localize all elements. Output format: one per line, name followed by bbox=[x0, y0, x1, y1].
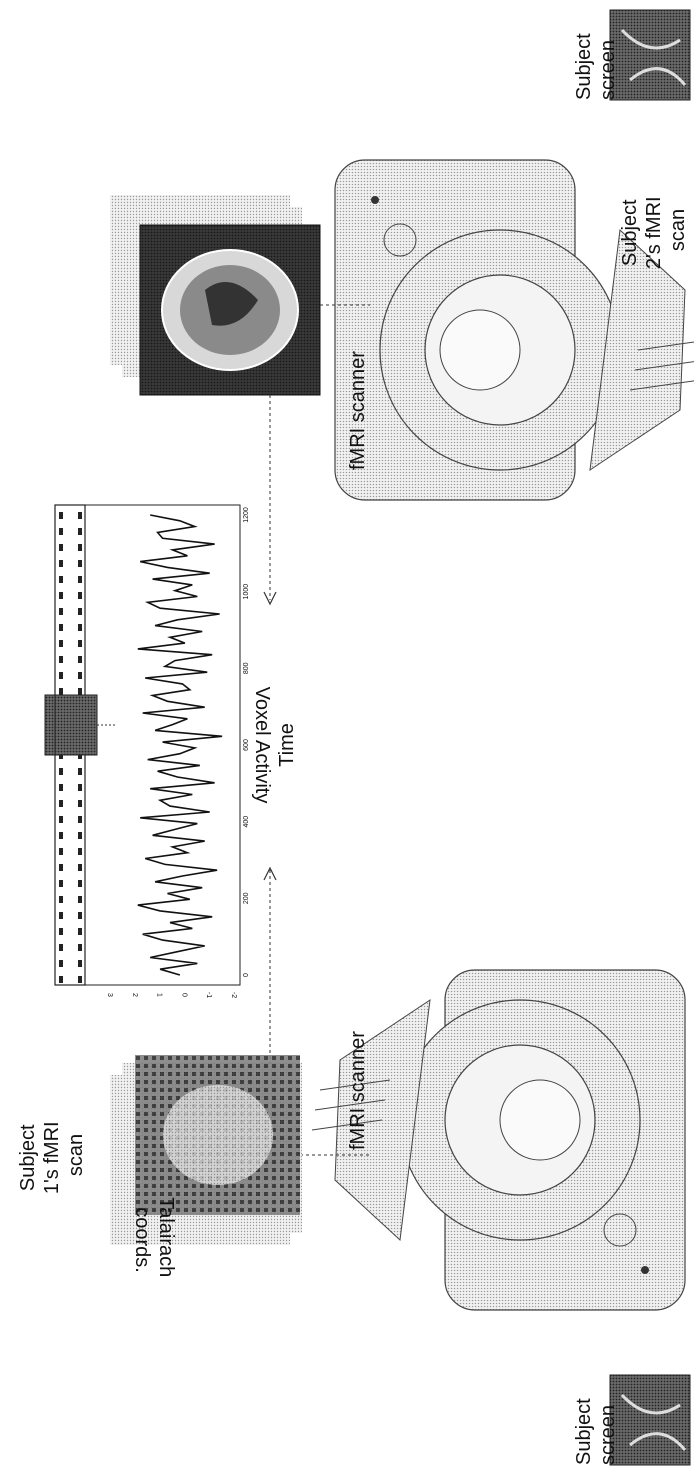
film-hole bbox=[59, 576, 63, 583]
talairach-label: Talairach coords. bbox=[131, 1197, 177, 1283]
film-hole bbox=[59, 800, 63, 807]
subject-screen-bottom-label: Subject screen bbox=[573, 1393, 619, 1465]
mri-scanner-icon bbox=[311, 969, 686, 1311]
film-hole bbox=[59, 544, 63, 551]
film-hole bbox=[78, 688, 82, 695]
subject2-scan: Subject 2's fMRI scan bbox=[110, 191, 689, 396]
scanner-top-group bbox=[334, 159, 694, 501]
fmri-scanner-top-label: fMRI scanner bbox=[347, 351, 369, 470]
film-hole bbox=[59, 960, 63, 967]
subject-screen-top-label: Subject screen bbox=[573, 28, 619, 100]
film-hole bbox=[78, 912, 82, 919]
film-hole bbox=[59, 672, 63, 679]
x-tick-label: 800 bbox=[243, 662, 250, 674]
film-hole bbox=[78, 592, 82, 599]
film-hole bbox=[59, 896, 63, 903]
film-hole bbox=[78, 944, 82, 951]
film-hole bbox=[59, 880, 63, 887]
x-tick-label: 0 bbox=[243, 973, 250, 977]
film-hole bbox=[78, 848, 82, 855]
frame-thumbnail bbox=[44, 694, 98, 756]
film-hole bbox=[59, 768, 63, 775]
film-hole bbox=[78, 544, 82, 551]
subject-screen-icon bbox=[609, 1374, 691, 1466]
film-hole bbox=[78, 800, 82, 807]
film-hole bbox=[59, 528, 63, 535]
x-tick-label: 200 bbox=[243, 892, 250, 904]
film-hole bbox=[78, 560, 82, 567]
y-tick-label: -1 bbox=[205, 992, 212, 998]
film-hole bbox=[78, 832, 82, 839]
plot-frame bbox=[54, 504, 241, 986]
film-hole bbox=[59, 928, 63, 935]
film-hole bbox=[78, 608, 82, 615]
film-hole bbox=[78, 960, 82, 967]
film-hole bbox=[78, 784, 82, 791]
film-hole bbox=[78, 576, 82, 583]
film-hole bbox=[59, 608, 63, 615]
film-hole bbox=[59, 912, 63, 919]
film-hole bbox=[78, 672, 82, 679]
film-hole bbox=[59, 816, 63, 823]
subject-screen-top: Subject screen bbox=[573, 9, 691, 101]
y-tick-label: 1 bbox=[156, 993, 163, 997]
time-label: Time bbox=[276, 723, 298, 767]
film-hole bbox=[59, 832, 63, 839]
film-hole bbox=[59, 592, 63, 599]
fmri-scanner-bottom-label: fMRI scanner bbox=[347, 1031, 369, 1150]
film-hole bbox=[78, 976, 82, 983]
x-tick-label: 400 bbox=[243, 816, 250, 828]
film-hole bbox=[59, 848, 63, 855]
y-tick-label: -2 bbox=[230, 992, 237, 998]
y-tick-label: 0 bbox=[180, 993, 187, 997]
x-tick-label: 600 bbox=[243, 739, 250, 751]
voxel-activity-label: Voxel Activity bbox=[251, 687, 273, 804]
film-hole bbox=[78, 768, 82, 775]
scanner-bottom-group bbox=[311, 969, 686, 1311]
film-hole bbox=[78, 816, 82, 823]
subject1-scan-label: Subject 1's fMRI scan bbox=[17, 1116, 87, 1194]
film-hole bbox=[78, 640, 82, 647]
y-tick-label: 2 bbox=[131, 993, 138, 997]
film-hole bbox=[78, 864, 82, 871]
film-hole bbox=[78, 656, 82, 663]
film-hole bbox=[59, 976, 63, 983]
film-hole bbox=[59, 944, 63, 951]
film-hole bbox=[59, 560, 63, 567]
film-hole bbox=[59, 640, 63, 647]
subject-screen-icon bbox=[609, 9, 691, 101]
mri-scanner-icon bbox=[334, 159, 694, 501]
x-tick-label: 1000 bbox=[243, 584, 250, 600]
film-hole bbox=[78, 512, 82, 519]
subject2-scan-label: Subject 2's fMRI scan bbox=[619, 191, 689, 269]
film-hole bbox=[78, 928, 82, 935]
voxel-activity-line bbox=[137, 514, 223, 976]
subject1-scan: Talairach coords. Subject 1's fMRI scan bbox=[17, 1055, 302, 1283]
film-hole bbox=[59, 688, 63, 695]
film-hole bbox=[59, 784, 63, 791]
film-hole bbox=[59, 512, 63, 519]
film-hole bbox=[78, 528, 82, 535]
subject-screen-bottom: Subject screen bbox=[573, 1374, 691, 1466]
voxel-chart: 0 200 400 600 800 1000 1200 -2 -1 0 1 2 3 Voxel Acti… bbox=[44, 504, 298, 998]
film-hole bbox=[78, 624, 82, 631]
y-tick-label: 3 bbox=[106, 993, 113, 997]
film-hole bbox=[59, 864, 63, 871]
film-hole bbox=[78, 880, 82, 887]
film-hole bbox=[59, 624, 63, 631]
film-hole bbox=[78, 896, 82, 903]
x-tick-label: 1200 bbox=[243, 507, 250, 523]
film-hole bbox=[59, 656, 63, 663]
